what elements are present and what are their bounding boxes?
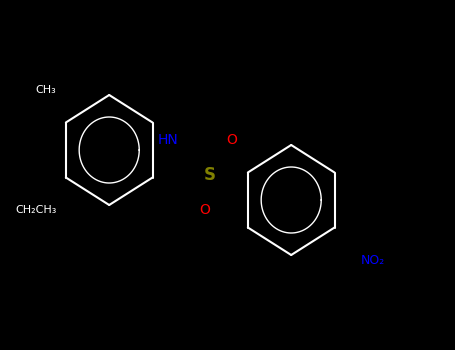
Text: S: S — [203, 166, 215, 184]
Text: HN: HN — [158, 133, 179, 147]
Text: O: O — [227, 133, 238, 147]
Text: NO₂: NO₂ — [361, 253, 385, 266]
Text: O: O — [199, 203, 210, 217]
Text: CH₃: CH₃ — [35, 85, 56, 95]
Text: CH₂CH₃: CH₂CH₃ — [16, 205, 57, 215]
